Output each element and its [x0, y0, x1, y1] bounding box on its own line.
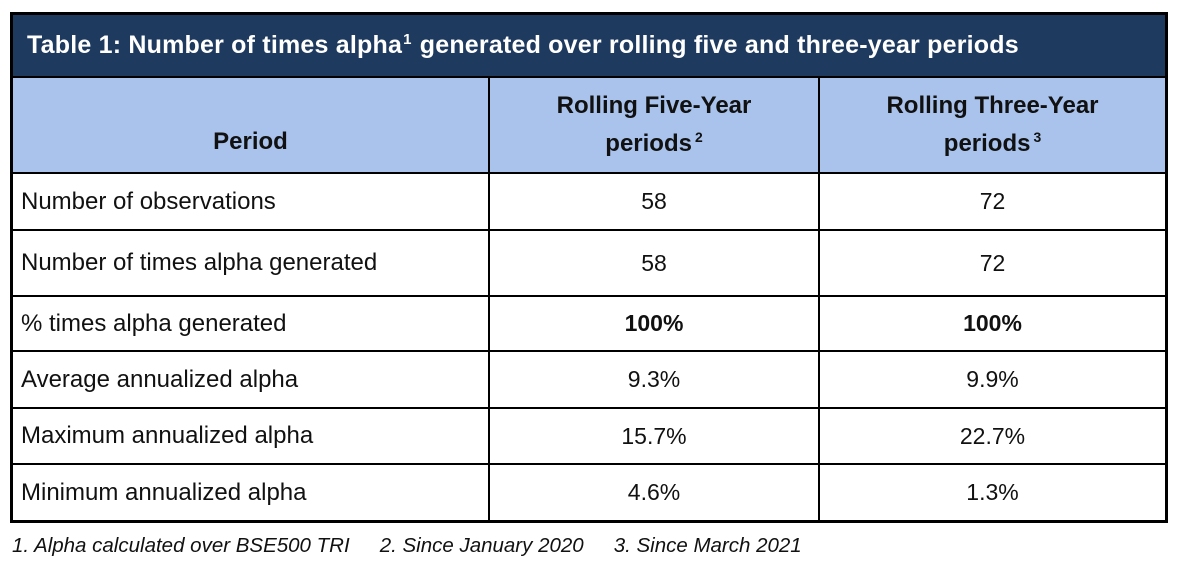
alpha-table: Table 1: Number of times alpha1 generate… — [10, 12, 1168, 523]
table-row: Minimum annualized alpha 4.6% 1.3% — [13, 465, 1165, 520]
footnote-since-mar-2021: 3. Since March 2021 — [613, 534, 802, 557]
value-three-year: 9.9% — [820, 352, 1165, 409]
table-row: % times alpha generated 100% 100% — [13, 297, 1165, 352]
value-five-year: 58 — [490, 231, 820, 297]
value-five-year: 15.7% — [490, 409, 820, 465]
column-header-period-label: Period — [213, 128, 288, 155]
column-header-three-year-periods: periods — [943, 130, 1031, 157]
table-row: Average annualized alpha 9.3% 9.9% — [13, 352, 1165, 409]
column-header-five-year-periods: periods — [605, 130, 692, 157]
table-row: Number of times alpha generated 58 72 — [13, 231, 1165, 297]
table-title-pre: Table 1: Number of times alpha — [27, 31, 403, 59]
row-label: Minimum annualized alpha — [13, 465, 490, 520]
value-three-year: 72 — [820, 174, 1165, 231]
row-label: Average annualized alpha — [13, 352, 490, 409]
column-header-five-year: Rolling Five-Year periods 2 — [490, 78, 820, 174]
value-three-year: 100% — [820, 297, 1165, 352]
column-header-three-year: Rolling Three-Year periods 3 — [820, 78, 1165, 174]
footnotes: 1. Alpha calculated over BSE500 TRI 2. S… — [12, 534, 802, 558]
row-label: Maximum annualized alpha — [13, 409, 490, 465]
column-header-three-year-line1: Rolling Three-Year — [886, 92, 1099, 119]
column-header-three-year-superscript: 3 — [1033, 129, 1042, 145]
column-header-five-year-line2: periods 2 — [605, 125, 702, 163]
table-title-post: generated over rolling five and three-ye… — [412, 31, 1019, 59]
value-five-year: 100% — [490, 297, 820, 352]
row-label: Number of times alpha generated — [13, 231, 490, 297]
footnote-alpha-calc: 1. Alpha calculated over BSE500 TRI — [12, 534, 350, 557]
row-label: Number of observations — [13, 174, 490, 231]
row-label: % times alpha generated — [13, 297, 490, 352]
column-header-five-year-line1: Rolling Five-Year — [556, 92, 752, 119]
value-three-year: 22.7% — [820, 409, 1165, 465]
table-row: Number of observations 58 72 — [13, 174, 1165, 231]
table-header-row: Period Rolling Five-Year periods 2 Rollin… — [13, 78, 1165, 174]
table-title: Table 1: Number of times alpha1 generate… — [27, 31, 1019, 60]
value-five-year: 58 — [490, 174, 820, 231]
value-five-year: 9.3% — [490, 352, 820, 409]
column-header-five-year-superscript: 2 — [694, 129, 703, 145]
value-three-year: 1.3% — [966, 479, 1019, 505]
table-title-bar: Table 1: Number of times alpha1 generate… — [13, 15, 1165, 78]
column-header-three-year-line2: periods 3 — [944, 125, 1041, 163]
table-row: Maximum annualized alpha 15.7% 22.7% — [13, 409, 1165, 465]
value-three-year: 72 — [820, 231, 1165, 297]
value-five-year: 4.6% — [490, 465, 820, 520]
table-title-superscript: 1 — [403, 30, 412, 48]
footnote-since-jan-2020: 2. Since January 2020 — [379, 534, 584, 557]
column-header-period: Period — [13, 78, 490, 174]
